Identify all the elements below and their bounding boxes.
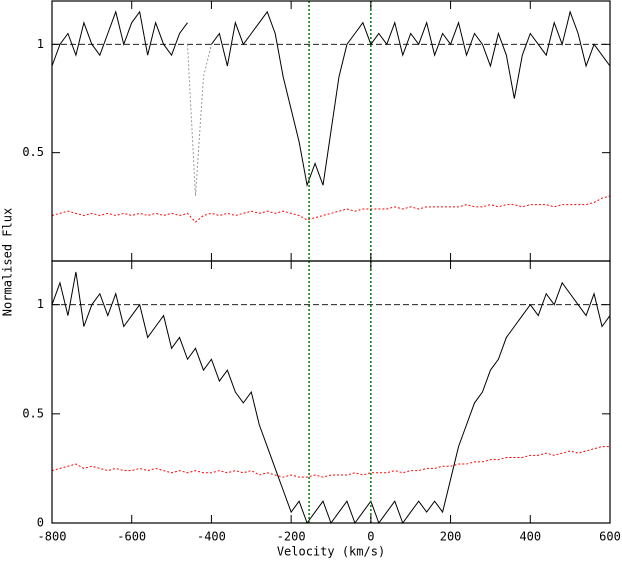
x-tick-label: 200 — [440, 530, 462, 544]
y-tick-label: 0.5 — [22, 406, 44, 420]
x-tick-label: -600 — [117, 530, 146, 544]
spectrum-line — [51, 10, 188, 67]
spectrum-line — [51, 271, 611, 525]
spectrum-line — [211, 10, 611, 188]
y-tick-label: 0.5 — [22, 145, 44, 159]
x-tick-label: -400 — [197, 530, 226, 544]
spectrum-line — [187, 44, 212, 197]
spectrum-line — [51, 446, 610, 478]
x-tick-label: -800 — [38, 530, 67, 544]
y-axis-label: Normalised Flux — [1, 208, 15, 316]
spectrum-line — [51, 195, 611, 223]
x-tick-label: 400 — [519, 530, 541, 544]
x-tick-label: 0 — [367, 530, 374, 544]
y-tick-label: 1 — [37, 297, 44, 311]
x-tick-label: 600 — [599, 530, 621, 544]
x-tick-label: -200 — [277, 530, 306, 544]
x-axis-label: Velocity (km/s) — [277, 545, 385, 559]
y-tick-label: 0 — [37, 516, 44, 530]
panel-frame — [51, 260, 611, 524]
y-tick-label: 1 — [37, 37, 44, 51]
